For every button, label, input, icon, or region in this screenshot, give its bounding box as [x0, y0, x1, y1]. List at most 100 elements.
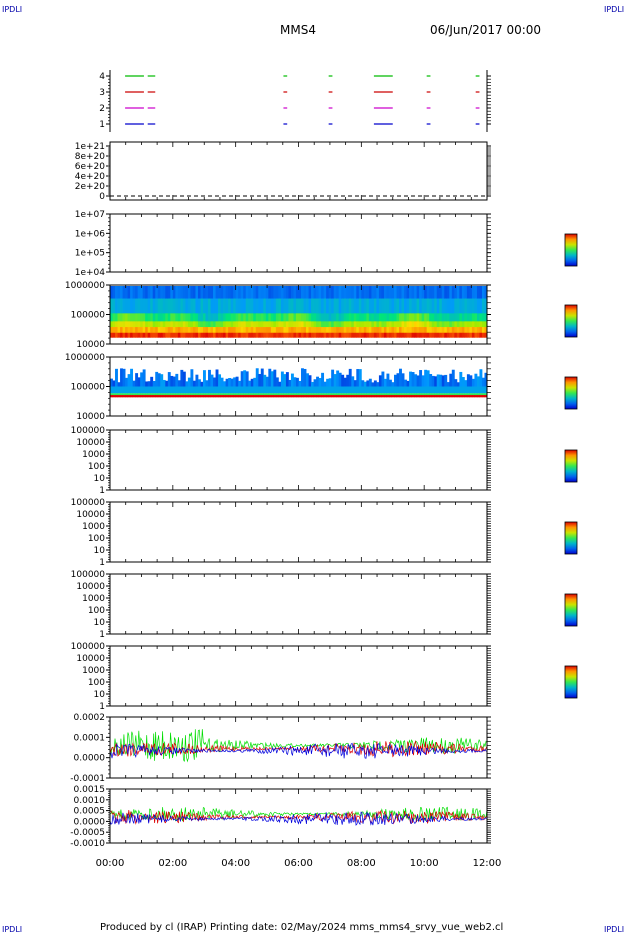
spectrogram-cell — [243, 298, 247, 314]
spectrogram-cell — [301, 386, 304, 394]
spectrogram-cell — [401, 321, 405, 328]
spectrogram-cell — [177, 286, 181, 299]
spectrogram-cell — [414, 395, 418, 398]
y-tick-label: 1 — [99, 630, 105, 640]
spectrogram-cell — [476, 393, 480, 396]
spectrogram-cell — [233, 327, 237, 334]
spectrogram-cell — [230, 327, 234, 334]
colorbar — [564, 449, 578, 483]
spectrogram-cell — [210, 286, 214, 299]
spectrogram-cell — [243, 321, 247, 328]
spectrogram-cell — [185, 332, 189, 338]
spectrogram-cell — [172, 386, 176, 394]
spectrogram-cell — [351, 332, 355, 338]
spectrogram-cell — [205, 298, 209, 314]
spectrogram-cell — [439, 313, 443, 322]
spectrogram-cell — [110, 332, 113, 338]
spectrogram-cell — [167, 393, 171, 396]
spectrogram-cell — [278, 327, 282, 334]
spectrogram-cell — [210, 321, 214, 328]
spectrogram-cell — [399, 332, 402, 338]
spectrogram-cell — [439, 386, 443, 394]
y-tick-label: 4 — [99, 72, 105, 82]
spectrogram-cell — [366, 332, 370, 338]
spectrogram-cell — [459, 393, 463, 396]
spectrogram-cell — [466, 332, 470, 338]
spectrogram-cell — [205, 386, 209, 394]
spectrogram-cell — [185, 327, 189, 334]
spectrogram-cell — [298, 298, 302, 314]
spectrogram-cell — [338, 327, 342, 334]
spectrogram-cell — [270, 298, 274, 314]
spectrogram-cell — [303, 298, 307, 314]
y-tick-label: 1000 — [82, 450, 105, 460]
spectrogram-cell — [348, 393, 352, 396]
spectrogram-cell — [441, 327, 445, 334]
spectrogram-cell — [215, 321, 219, 328]
spectrogram-cell — [383, 332, 387, 338]
spectrogram-cell — [117, 386, 121, 394]
spectrogram-cell — [454, 379, 458, 387]
spectrogram-cell — [218, 286, 221, 299]
spectrogram-cell — [391, 286, 395, 299]
spectrogram-cell — [479, 386, 483, 394]
spectrogram-cell — [371, 321, 375, 328]
spectrogram-cell — [140, 321, 144, 328]
spectrogram-cell — [145, 386, 149, 394]
spectrogram-cell — [341, 321, 345, 328]
spectrogram-cell — [303, 393, 307, 396]
spectrogram-cell — [175, 393, 179, 396]
spectrogram-cell — [421, 286, 425, 299]
spectrogram-cell — [275, 321, 279, 328]
spectrogram-cell — [135, 395, 139, 398]
spectrogram-cell — [454, 386, 458, 394]
spectrogram-cell — [303, 327, 307, 334]
colorbar — [564, 233, 578, 267]
spectrogram-cell — [115, 332, 118, 338]
spectrogram-cell — [240, 393, 244, 396]
spectrogram-cell — [383, 321, 387, 328]
spectrogram-cell — [195, 298, 199, 314]
spectrogram-cell — [376, 332, 380, 338]
spectrogram-cell — [125, 377, 128, 387]
spectrogram-cell — [110, 321, 113, 328]
spectrogram-cell — [260, 286, 264, 299]
spectrogram-cell — [250, 386, 254, 394]
spectrogram-cell — [127, 332, 131, 338]
spectrogram-cell — [444, 395, 448, 398]
spectrogram-cell — [195, 395, 199, 398]
spectrogram-cell — [290, 373, 294, 387]
spectrogram-cell — [306, 395, 309, 398]
spectrogram-cell — [208, 327, 211, 334]
spectrogram-cell — [446, 332, 450, 338]
spectrogram-cell — [356, 298, 360, 314]
spectrogram-cell — [228, 393, 232, 396]
spectrogram-cell — [416, 327, 420, 334]
spectrogram-cell — [308, 395, 312, 398]
spectrogram-cell — [386, 332, 390, 338]
spectrogram-cell — [152, 286, 156, 299]
spectrogram-cell — [288, 379, 292, 387]
spectrogram-cell — [112, 386, 116, 394]
spectrogram-cell — [464, 298, 468, 314]
spectrogram-cell — [293, 286, 297, 299]
spectrogram-cell — [383, 395, 387, 398]
spectrogram-cell — [150, 313, 154, 322]
spectrogram-cell — [250, 321, 254, 328]
spectrogram-cell — [112, 380, 116, 387]
spectrogram-cell — [426, 395, 430, 398]
spectrogram-cell — [311, 395, 314, 398]
spectrogram-cell — [394, 286, 397, 299]
spectrogram-cell — [446, 321, 450, 328]
spectrogram-cell — [213, 377, 216, 387]
spectrogram-cell — [195, 286, 199, 299]
spectrogram-cell — [409, 286, 412, 299]
spectrogram-cell — [416, 321, 420, 328]
spectrogram-cell — [275, 286, 279, 299]
spectrogram-cell — [313, 286, 317, 299]
figure-datetime: 06/Jun/2017 00:00 — [430, 23, 541, 37]
spectrogram-cell — [466, 286, 470, 299]
spectrogram-cell — [338, 372, 342, 387]
spectrogram-cell — [358, 321, 362, 328]
spectrogram-cell — [446, 395, 450, 398]
